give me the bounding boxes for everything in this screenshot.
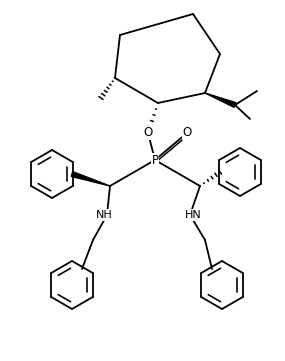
Text: O: O: [182, 126, 192, 139]
Text: P: P: [152, 153, 158, 166]
Text: HN: HN: [185, 210, 201, 220]
Text: O: O: [143, 126, 153, 139]
Polygon shape: [71, 171, 110, 186]
Polygon shape: [205, 93, 236, 107]
Text: NH: NH: [96, 210, 112, 220]
